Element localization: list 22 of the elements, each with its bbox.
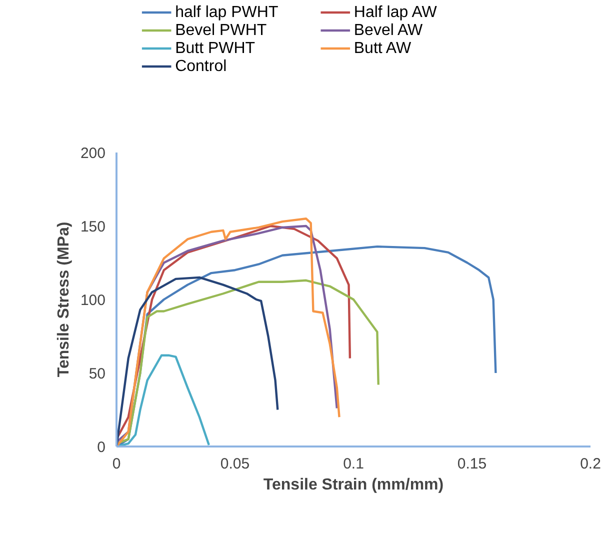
x-axis-title: Tensile Strain (mm/mm) <box>263 476 444 494</box>
legend-label: Half lap AW <box>354 4 438 21</box>
legend-label: Bevel PWHT <box>175 22 267 39</box>
x-tick-label: 0.15 <box>457 456 487 472</box>
y-axis-title: Tensile Stress (MPa) <box>55 222 72 378</box>
y-tick-label: 100 <box>80 292 106 309</box>
y-tick-label: 50 <box>88 366 106 382</box>
y-tick-label: 150 <box>80 218 106 236</box>
x-tick-label: 0 <box>112 456 121 472</box>
legend-label: Butt PWHT <box>175 40 256 57</box>
y-tick-label: 200 <box>80 145 106 162</box>
y-tick-label: 0 <box>97 439 106 456</box>
x-tick-label: 0.05 <box>220 456 250 472</box>
legend-label: Bevel AW <box>354 22 424 39</box>
line-series <box>116 276 279 446</box>
x-tick-label: 0.1 <box>343 456 364 472</box>
x-tick-label: 0.2 <box>580 456 601 472</box>
legend-label: Butt AW <box>354 40 412 57</box>
line-series <box>116 354 210 446</box>
legend-label: half lap PWHT <box>175 4 278 21</box>
line-series <box>116 279 380 445</box>
legend-label: Control <box>175 58 227 75</box>
